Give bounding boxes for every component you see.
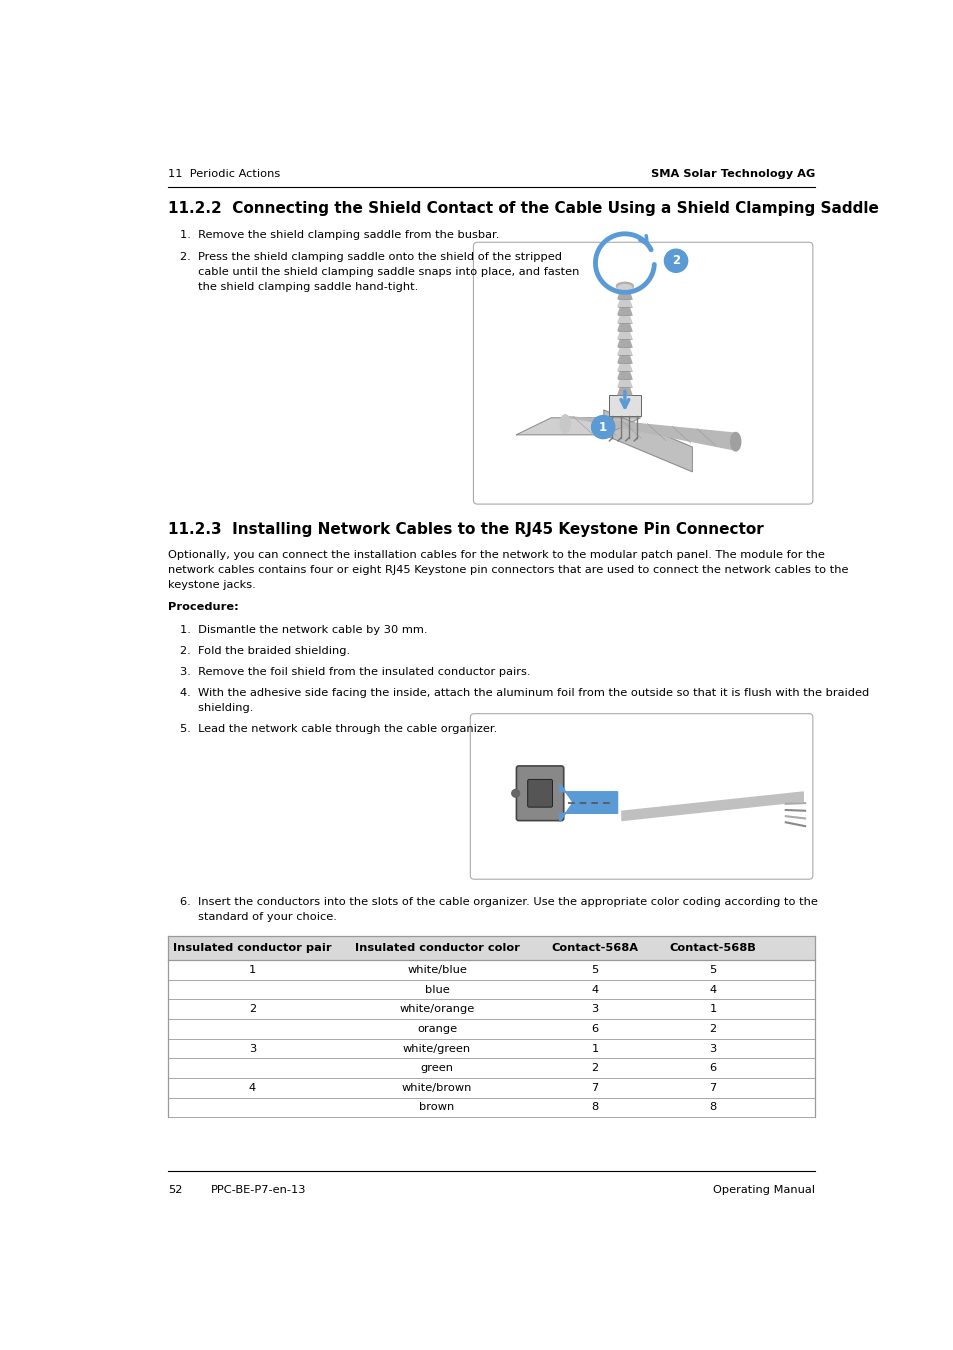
Text: PPC-BE-P7-en-13: PPC-BE-P7-en-13 (211, 1184, 306, 1195)
Text: 2.  Press the shield clamping saddle onto the shield of the stripped: 2. Press the shield clamping saddle onto… (179, 252, 561, 262)
Text: 3: 3 (249, 1044, 256, 1053)
Text: 6: 6 (591, 1023, 598, 1034)
Text: 2: 2 (591, 1064, 598, 1073)
Text: 3: 3 (708, 1044, 716, 1053)
Ellipse shape (730, 432, 740, 451)
Polygon shape (564, 416, 735, 450)
FancyBboxPatch shape (527, 779, 552, 807)
Text: 1: 1 (249, 965, 256, 975)
FancyBboxPatch shape (608, 394, 640, 416)
FancyBboxPatch shape (473, 242, 812, 504)
Text: 2: 2 (709, 1023, 716, 1034)
Text: 52: 52 (168, 1184, 182, 1195)
Polygon shape (559, 783, 617, 822)
Text: Operating Manual: Operating Manual (713, 1184, 815, 1195)
Text: 2.  Fold the braided shielding.: 2. Fold the braided shielding. (179, 645, 350, 656)
Text: 1: 1 (591, 1044, 598, 1053)
Text: 8: 8 (708, 1103, 716, 1112)
Text: 4: 4 (249, 1083, 255, 1094)
Polygon shape (618, 386, 631, 394)
Polygon shape (618, 306, 631, 315)
Text: white/blue: white/blue (407, 965, 466, 975)
Text: 1: 1 (598, 421, 607, 433)
FancyBboxPatch shape (168, 936, 815, 960)
Text: 5: 5 (591, 965, 598, 975)
Text: 6.  Insert the conductors into the slots of the cable organizer. Use the appropr: 6. Insert the conductors into the slots … (179, 896, 817, 907)
FancyBboxPatch shape (516, 765, 563, 821)
Text: Insulated conductor pair: Insulated conductor pair (173, 944, 332, 953)
Polygon shape (618, 363, 631, 371)
Text: 11.2.3  Installing Network Cables to the RJ45 Keystone Pin Connector: 11.2.3 Installing Network Cables to the … (168, 522, 763, 537)
Text: 4.  With the adhesive side facing the inside, attach the aluminum foil from the : 4. With the adhesive side facing the ins… (179, 687, 868, 698)
Polygon shape (618, 315, 631, 323)
Text: cable until the shield clamping saddle snaps into place, and fasten: cable until the shield clamping saddle s… (179, 267, 578, 277)
Text: 6: 6 (709, 1064, 716, 1073)
Text: Optionally, you can connect the installation cables for the network to the modul: Optionally, you can connect the installa… (168, 549, 824, 559)
Text: 8: 8 (591, 1103, 598, 1112)
Ellipse shape (618, 285, 631, 290)
Text: Contact-568A: Contact-568A (551, 944, 638, 953)
Text: 2: 2 (249, 1004, 255, 1014)
Text: orange: orange (416, 1023, 456, 1034)
FancyBboxPatch shape (470, 714, 812, 879)
Ellipse shape (559, 414, 570, 433)
Polygon shape (618, 298, 631, 306)
Polygon shape (618, 371, 631, 379)
Text: network cables contains four or eight RJ45 Keystone pin connectors that are used: network cables contains four or eight RJ… (168, 564, 847, 575)
Ellipse shape (591, 416, 614, 439)
Polygon shape (516, 418, 639, 435)
Text: Insulated conductor color: Insulated conductor color (355, 944, 518, 953)
Ellipse shape (663, 250, 687, 273)
Text: 4: 4 (591, 984, 598, 995)
Text: 7: 7 (591, 1083, 598, 1094)
Polygon shape (618, 290, 631, 298)
Polygon shape (603, 410, 692, 471)
Text: 5.  Lead the network cable through the cable organizer.: 5. Lead the network cable through the ca… (179, 724, 497, 733)
Ellipse shape (511, 790, 519, 796)
Text: 1.  Remove the shield clamping saddle from the busbar.: 1. Remove the shield clamping saddle fro… (179, 230, 498, 240)
Text: white/brown: white/brown (401, 1083, 472, 1094)
Text: 11.2.2  Connecting the Shield Contact of the Cable Using a Shield Clamping Saddl: 11.2.2 Connecting the Shield Contact of … (168, 201, 878, 216)
Text: keystone jacks.: keystone jacks. (168, 579, 255, 590)
Text: white/orange: white/orange (399, 1004, 475, 1014)
Polygon shape (618, 339, 631, 347)
Text: the shield clamping saddle hand-tight.: the shield clamping saddle hand-tight. (179, 282, 417, 293)
Text: blue: blue (424, 984, 449, 995)
Text: brown: brown (419, 1103, 455, 1112)
Polygon shape (618, 331, 631, 339)
Text: 4: 4 (709, 984, 716, 995)
Text: 2: 2 (671, 254, 679, 267)
Ellipse shape (616, 282, 633, 290)
Polygon shape (618, 355, 631, 363)
Polygon shape (618, 379, 631, 386)
Polygon shape (618, 323, 631, 331)
Polygon shape (618, 347, 631, 355)
Text: 3.  Remove the foil shield from the insulated conductor pairs.: 3. Remove the foil shield from the insul… (179, 667, 530, 676)
Text: 5: 5 (708, 965, 716, 975)
Text: SMA Solar Technology AG: SMA Solar Technology AG (650, 169, 815, 180)
Text: standard of your choice.: standard of your choice. (179, 913, 336, 922)
Text: 1.  Dismantle the network cable by 30 mm.: 1. Dismantle the network cable by 30 mm. (179, 625, 427, 634)
Text: Procedure:: Procedure: (168, 602, 238, 612)
Text: white/green: white/green (402, 1044, 471, 1053)
Text: shielding.: shielding. (179, 702, 253, 713)
Text: 7: 7 (708, 1083, 716, 1094)
Text: 11  Periodic Actions: 11 Periodic Actions (168, 169, 280, 180)
Text: Contact-568B: Contact-568B (669, 944, 756, 953)
Text: 1: 1 (708, 1004, 716, 1014)
Text: green: green (420, 1064, 453, 1073)
Text: 3: 3 (591, 1004, 598, 1014)
